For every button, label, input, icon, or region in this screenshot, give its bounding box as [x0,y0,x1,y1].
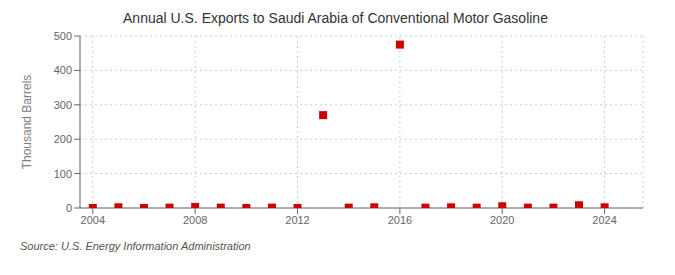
svg-text:300: 300 [54,99,72,111]
svg-text:200: 200 [54,133,72,145]
svg-text:2016: 2016 [388,214,412,226]
svg-text:100: 100 [54,168,72,180]
svg-text:2004: 2004 [81,214,105,226]
svg-text:2012: 2012 [285,214,309,226]
html-text:Annual U.S. Exports to Saudi A: Annual U.S. Exports to Saudi Arabia of C… [123,10,548,26]
svg-text:2020: 2020 [490,214,514,226]
svg-text:0: 0 [66,202,72,214]
svg-text:2008: 2008 [183,214,207,226]
html-text:Source: U.S. Energy Informatio: Source: U.S. Energy Information Administ… [20,240,251,252]
svg-text:400: 400 [54,64,72,76]
svg-text:Thousand Barrels: Thousand Barrels [20,75,34,170]
svg-text:2024: 2024 [592,214,616,226]
svg-text:500: 500 [54,30,72,42]
